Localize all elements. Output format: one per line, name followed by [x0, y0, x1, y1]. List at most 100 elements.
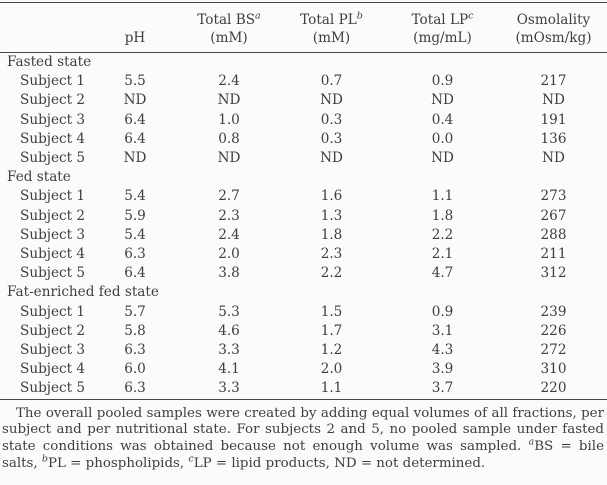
- table-row: Subject 1 5.4 2.7 1.6 1.1 273: [0, 187, 607, 206]
- table-row: Subject 2 ND ND ND ND ND: [0, 91, 607, 110]
- cell-total-pl: 1.1: [320, 380, 343, 397]
- cell-total-bs: 2.4: [218, 73, 240, 90]
- cell-ph: 6.4: [124, 265, 146, 282]
- col-header-ph: pH: [90, 2, 180, 53]
- cell-total-bs: 1.0: [218, 111, 240, 128]
- cell-total-pl: 2.2: [320, 265, 343, 282]
- table-row: Subject 3 5.4 2.4 1.8 2.2 288: [0, 226, 607, 245]
- table-row: Subject 2 5.8 4.6 1.7 3.1 226: [0, 322, 607, 341]
- table-row: Subject 1 5.7 5.3 1.5 0.9 239: [0, 303, 607, 322]
- table-header: pH Total BSa (mM) Total PLb (mM) Total LPc (mg…: [0, 2, 607, 53]
- row-label: Subject 2: [20, 92, 86, 109]
- cell-ph: 5.5: [124, 73, 146, 90]
- cell-total-lp: ND: [431, 150, 454, 167]
- table-row: Subject 2 5.9 2.3 1.3 1.8 267: [0, 207, 607, 226]
- col-header-osmolality: Osmolality (mOsm/kg): [500, 2, 607, 53]
- section-row: Fat-enriched fed state: [0, 283, 607, 302]
- cell-total-bs: 2.3: [218, 207, 240, 224]
- superscript-b: b: [356, 10, 363, 22]
- row-label: Subject 5: [20, 265, 86, 282]
- cell-total-bs: 3.3: [218, 342, 240, 359]
- cell-ph: 5.7: [124, 303, 146, 320]
- footnote: The overall pooled samples were created …: [2, 405, 604, 472]
- cell-total-lp: 2.2: [431, 226, 454, 243]
- section-label: Fasted state: [7, 54, 92, 70]
- section-row: Fasted state: [0, 53, 607, 73]
- col-header-total-bs: Total BSa (mM): [180, 2, 278, 53]
- table-body: Fasted state Subject 1 5.5 2.4 0.7 0.9 217 Subj…: [0, 53, 607, 400]
- superscript-c: c: [188, 453, 194, 465]
- table-row: Subject 4 6.0 4.1 2.0 3.9 310: [0, 360, 607, 379]
- cell-ph: ND: [123, 92, 147, 109]
- row-label: Subject 3: [20, 226, 86, 243]
- cell-total-bs: 0.8: [218, 130, 240, 147]
- cell-ph: 6.3: [124, 246, 146, 263]
- cell-total-bs: 4.6: [218, 322, 240, 339]
- cell-total-lp: ND: [431, 92, 454, 109]
- table-row: Subject 5 ND ND ND ND ND: [0, 149, 607, 168]
- table-row: Subject 1 5.5 2.4 0.7 0.9 217: [0, 72, 607, 91]
- cell-total-pl: 1.8: [320, 226, 343, 243]
- cell-total-pl: 1.2: [320, 342, 343, 359]
- cell-osmolality: 272: [540, 342, 567, 359]
- cell-ph: ND: [123, 150, 147, 167]
- cell-total-bs: 2.0: [218, 246, 240, 263]
- cell-total-pl: 1.7: [320, 322, 343, 339]
- cell-total-lp: 3.1: [431, 322, 454, 339]
- table-row: Subject 3 6.4 1.0 0.3 0.4 191: [0, 111, 607, 130]
- superscript-b: b: [41, 453, 48, 465]
- cell-total-bs: ND: [217, 150, 241, 167]
- cell-osmolality: 211: [540, 246, 567, 263]
- superscript-a: a: [528, 436, 535, 448]
- row-label: Subject 2: [20, 322, 86, 339]
- cell-ph: 5.9: [124, 207, 146, 224]
- cell-osmolality: ND: [542, 150, 565, 167]
- cell-total-lp: 2.1: [431, 246, 454, 263]
- cell-total-lp: 0.4: [431, 111, 454, 128]
- row-label: Subject 3: [20, 342, 86, 359]
- cell-total-lp: 4.7: [431, 265, 454, 282]
- row-label: Subject 2: [20, 207, 86, 224]
- cell-total-lp: 1.1: [431, 188, 454, 205]
- cell-osmolality: 312: [540, 265, 567, 282]
- cell-total-bs: 3.8: [218, 265, 240, 282]
- cell-total-pl: 0.7: [320, 73, 343, 90]
- cell-total-pl: 2.0: [320, 361, 343, 378]
- row-label: Subject 5: [20, 150, 86, 167]
- cell-total-lp: 1.8: [431, 207, 454, 224]
- cell-total-bs: 4.1: [218, 361, 240, 378]
- cell-total-pl: 0.3: [320, 130, 343, 147]
- row-label: Subject 1: [20, 303, 86, 320]
- table-row: Subject 5 6.4 3.8 2.2 4.7 312: [0, 264, 607, 283]
- cell-osmolality: 310: [540, 361, 567, 378]
- cell-total-pl: 0.3: [320, 111, 343, 128]
- cell-ph: 6.3: [124, 342, 146, 359]
- pooled-samples-table: pH Total BSa (mM) Total PLb (mM) Total LPc (mg…: [0, 2, 607, 400]
- superscript-a: a: [255, 10, 261, 22]
- row-label: Subject 1: [20, 188, 86, 205]
- cell-osmolality: 288: [540, 226, 567, 243]
- cell-total-bs: 3.3: [218, 380, 240, 397]
- cell-osmolality: 217: [540, 73, 567, 90]
- cell-total-lp: 0.9: [431, 73, 454, 90]
- cell-total-bs: ND: [217, 92, 241, 109]
- table-row: Subject 4 6.3 2.0 2.3 2.1 211: [0, 245, 607, 264]
- row-label: Subject 1: [20, 73, 86, 90]
- cell-osmolality: 136: [540, 130, 567, 147]
- table-header-row: pH Total BSa (mM) Total PLb (mM) Total LPc (mg…: [0, 2, 607, 53]
- row-label: Subject 3: [20, 111, 86, 128]
- cell-ph: 6.3: [124, 380, 146, 397]
- cell-total-bs: 2.4: [218, 226, 240, 243]
- cell-osmolality: 239: [540, 303, 567, 320]
- cell-total-lp: 3.7: [431, 380, 454, 397]
- cell-total-bs: 2.7: [218, 188, 240, 205]
- section-label: Fat-enriched fed state: [7, 284, 159, 301]
- cell-total-pl: 1.5: [320, 303, 343, 320]
- table-row: Subject 5 6.3 3.3 1.1 3.7 220: [0, 379, 607, 399]
- table-row: Subject 3 6.3 3.3 1.2 4.3 272: [0, 341, 607, 360]
- cell-osmolality: 220: [540, 380, 567, 397]
- cell-total-pl: ND: [320, 92, 343, 109]
- row-label: Subject 4: [20, 246, 86, 263]
- section-label: Fed state: [7, 169, 71, 186]
